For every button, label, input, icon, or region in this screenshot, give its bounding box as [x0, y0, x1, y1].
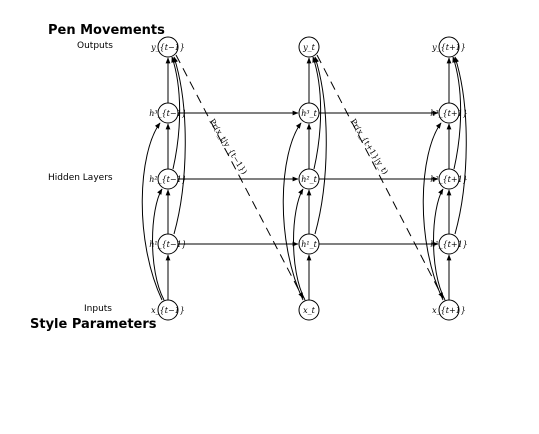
input-node-0: x_{t−1} — [151, 299, 185, 321]
hidden1-node-0: h¹_{t−1} — [149, 233, 187, 255]
heading-top: Pen Movements — [48, 23, 165, 38]
prob-label-1: Pr(x_{t+1}|y_t) — [348, 117, 389, 176]
skip-in-h3-2 — [422, 122, 444, 301]
hidden1-node-2: h¹_{t+1} — [430, 233, 468, 255]
skip-in-h2-1 — [293, 188, 306, 301]
hidden3-node-1: h³_t — [298, 102, 320, 124]
hidden2-node-2-circle — [438, 168, 460, 190]
hidden1-node-0-circle — [157, 233, 179, 255]
hidden2-node-1-circle — [298, 168, 320, 190]
output-node-2: y_{t+1} — [431, 36, 466, 58]
hidden1-node-1-circle — [298, 233, 320, 255]
output-node-1-label: y_t — [302, 43, 316, 52]
hidden2-node-0-circle — [157, 168, 179, 190]
skip-in-h2-0 — [152, 188, 165, 301]
hidden1-node-2-circle — [438, 233, 460, 255]
edges: Pr(x_t|y_{t−1}) Pr(x_{t+1}|y_t) — [141, 54, 467, 301]
hidden2-node-2: h²_{t+1} — [430, 168, 468, 190]
hidden1-node-1: h¹_t — [298, 233, 320, 255]
edge-sample-1 — [316, 54, 444, 299]
row-label-inputs: Inputs — [84, 304, 112, 314]
skip-h1-out-0 — [173, 56, 186, 235]
skip-h2-out-1 — [312, 56, 322, 170]
hidden1-node-0-label: h¹_{t−1} — [149, 240, 187, 249]
input-node-1: x_t — [298, 299, 320, 321]
hidden3-node-0-label: h³_{t−1} — [149, 109, 187, 118]
hidden3-node-1-circle — [298, 102, 320, 124]
hidden3-node-2-circle — [438, 102, 460, 124]
output-node-1: y_t — [298, 36, 320, 58]
output-node-1-circle — [298, 36, 320, 58]
row-label-hidden: Hidden Layers — [48, 173, 113, 183]
output-node-2-circle — [438, 36, 460, 58]
hidden1-node-2-label: h¹_{t+1} — [430, 240, 468, 249]
hidden2-node-1-label: h²_t — [301, 175, 317, 184]
heading-bottom: Style Parameters — [30, 317, 157, 332]
hidden1-node-1-label: h¹_t — [301, 240, 317, 249]
hidden3-node-2-label: h³_{t+1} — [430, 109, 468, 118]
output-node-0-circle — [157, 36, 179, 58]
hidden2-node-2-label: h²_{t+1} — [430, 175, 468, 184]
row-label-outputs: Outputs — [77, 41, 113, 51]
skip-h2-out-0 — [171, 56, 181, 170]
input-node-1-circle — [298, 299, 320, 321]
skip-h1-out-2 — [454, 56, 467, 235]
hidden2-node-0: h²_{t−1} — [149, 168, 187, 190]
input-node-0-circle — [157, 299, 179, 321]
skip-in-h2-2 — [433, 188, 446, 301]
output-node-2-label: y_{t+1} — [431, 43, 466, 52]
output-node-0-label: y_{t−1} — [150, 43, 185, 52]
hidden3-node-0: h³_{t−1} — [149, 102, 187, 124]
input-node-2-circle — [438, 299, 460, 321]
input-node-1-label: x_t — [303, 306, 316, 315]
input-node-0-label: x_{t−1} — [151, 306, 185, 315]
edge-sample-0 — [175, 54, 304, 299]
input-node-2: x_{t+1} — [432, 299, 466, 321]
hidden2-node-0-label: h²_{t−1} — [149, 175, 187, 184]
hidden3-node-1-label: h³_t — [301, 109, 317, 118]
output-node-0: y_{t−1} — [150, 36, 185, 58]
prob-label-0: Pr(x_t|y_{t−1}) — [207, 117, 248, 176]
nodes: y_{t−1} h³_{t−1} h²_{t−1} h¹_{t−1} x_{t−1} y_… — [149, 36, 468, 321]
hidden2-node-1: h²_t — [298, 168, 320, 190]
skip-h1-out-1 — [314, 56, 327, 235]
input-node-2-label: x_{t+1} — [432, 306, 466, 315]
hidden3-node-2: h³_{t+1} — [430, 102, 468, 124]
skip-in-h3-0 — [141, 122, 163, 301]
skip-h2-out-2 — [452, 56, 462, 170]
hidden3-node-0-circle — [157, 102, 179, 124]
skip-in-h3-1 — [282, 122, 304, 301]
